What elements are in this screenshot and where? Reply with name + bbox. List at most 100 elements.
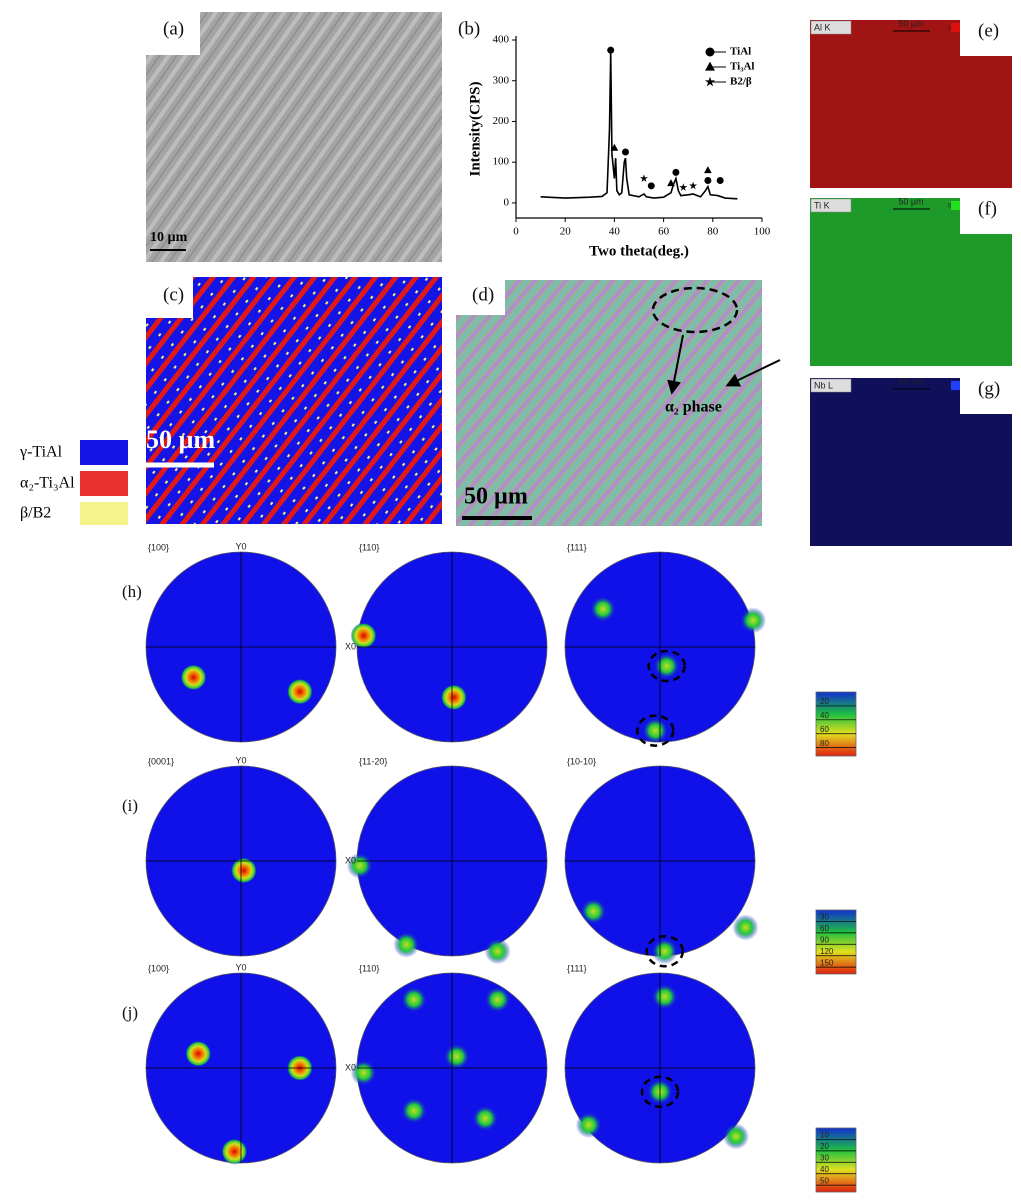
peak-marker [672,168,680,176]
axis-label: Y0 [235,755,246,765]
axis-label: X0 [345,641,356,651]
eds-map [810,20,1012,188]
highlight [647,649,686,683]
colorbar [815,909,857,975]
colorbar-label: 40 [820,711,829,720]
highlight [640,1075,680,1108]
colorbar-label: 30 [820,913,829,922]
ipf-map [456,280,762,526]
arrow [667,334,684,395]
colorbar-label: 20 [820,697,829,706]
xrd-chart: 0 20 40 60 80 100 0 100 200 300 400 Two theta(deg.)… [467,34,770,260]
scale-text: 50 µm [898,196,923,206]
x-tick-label: 80 [707,226,719,238]
panel-label: (c) [163,284,184,305]
colorbar-label: 50 [820,1176,829,1185]
pole-figures: (h) {100} Y0 {110} X0 {111} 20 40 60 80 (i) {0001} Y… [122,541,857,1193]
panel-label: (b) [458,18,480,39]
plane-label: {11-20} [359,756,387,766]
peak-marker [704,166,712,174]
y-tick-label: 200 [493,115,510,127]
x-tick-label: 20 [560,226,572,238]
panel-label: (d) [472,284,494,305]
colorbar-label: 60 [820,924,829,933]
eds-map [810,198,1012,366]
highlight [645,935,684,968]
legend-swatch [80,471,128,496]
pole-spot [651,983,678,1010]
peak-marker [647,182,655,190]
panel-label: (h) [122,582,142,601]
arrow [725,359,781,387]
peak-marker [621,148,629,156]
plane-label: {111} [567,963,587,973]
x-tick-label: 60 [658,226,670,238]
x-tick-label: 100 [754,226,771,238]
x-axis-label: Two theta(deg.) [589,243,689,259]
axis-label: X0 [345,855,356,865]
scale-text: 10 µm [150,230,188,245]
phase-map [146,277,442,524]
map-max: 0 [948,384,952,390]
map-max: 0 [948,204,952,210]
legend-label: γ-TiAl [19,444,63,461]
eds-map [810,378,1012,546]
x-tick-label: 0 [513,226,519,238]
peak-marker [679,183,688,191]
pole-spot [221,1138,248,1165]
pole-spot [484,938,511,965]
x-tick-label: 40 [609,226,621,238]
panel-label: (f) [978,198,997,219]
legend-label: α₂-Ti₃Al [20,475,75,492]
pole-spot [575,1112,602,1138]
colorbar-label: 20 [820,1142,829,1151]
pole-spot [185,1040,212,1067]
colorbar [815,691,857,757]
pole-spot [180,664,207,691]
element-label: Nb L [814,380,833,390]
highlight [651,286,739,334]
pole-spot [346,852,373,879]
element-label: Al K [814,22,831,32]
pole-spot [230,857,257,884]
legend-label: β/B2 [20,505,51,522]
scale-text: 50 µm [464,484,528,510]
highlight [636,714,675,747]
scale-text: 50 µm [146,425,215,454]
colorbar-label: 150 [820,958,834,967]
xrd-line [540,52,738,200]
peak-marker [716,177,724,185]
pole-spot [484,986,511,1013]
color-key [951,381,960,390]
colorbar-label: 10 [820,1131,829,1140]
pole-spot [580,898,607,925]
plane-label: {0001} [148,756,174,766]
legend-swatch [80,440,128,465]
panel-label: (e) [978,20,999,41]
legend-label: Ti₃Al [730,61,755,73]
plane-label: {110} [359,963,379,973]
peak-marker [667,179,675,187]
color-key [951,201,960,210]
colorbar-label: 60 [820,725,829,734]
pole-spot [401,986,427,1013]
pole-spot [286,678,313,705]
annotation: α₂ phase [665,399,722,416]
plane-label: {110} [359,542,379,552]
y-tick-label: 400 [493,34,510,46]
plane-label: {10-10} [567,756,596,766]
scale-text: 50 µm [898,376,923,386]
pole-spot [723,1123,749,1150]
scale-text: 50 µm [898,18,923,28]
element-label: Ti K [814,200,830,210]
peak-marker [705,61,715,71]
pole-spot [732,914,759,941]
pole-spot [472,1105,499,1132]
map-tag [810,378,852,393]
map-tag [810,20,852,35]
color-key [951,23,960,32]
peak-marker [607,46,615,54]
colorbar [815,1127,857,1193]
pole-spot [350,622,377,649]
